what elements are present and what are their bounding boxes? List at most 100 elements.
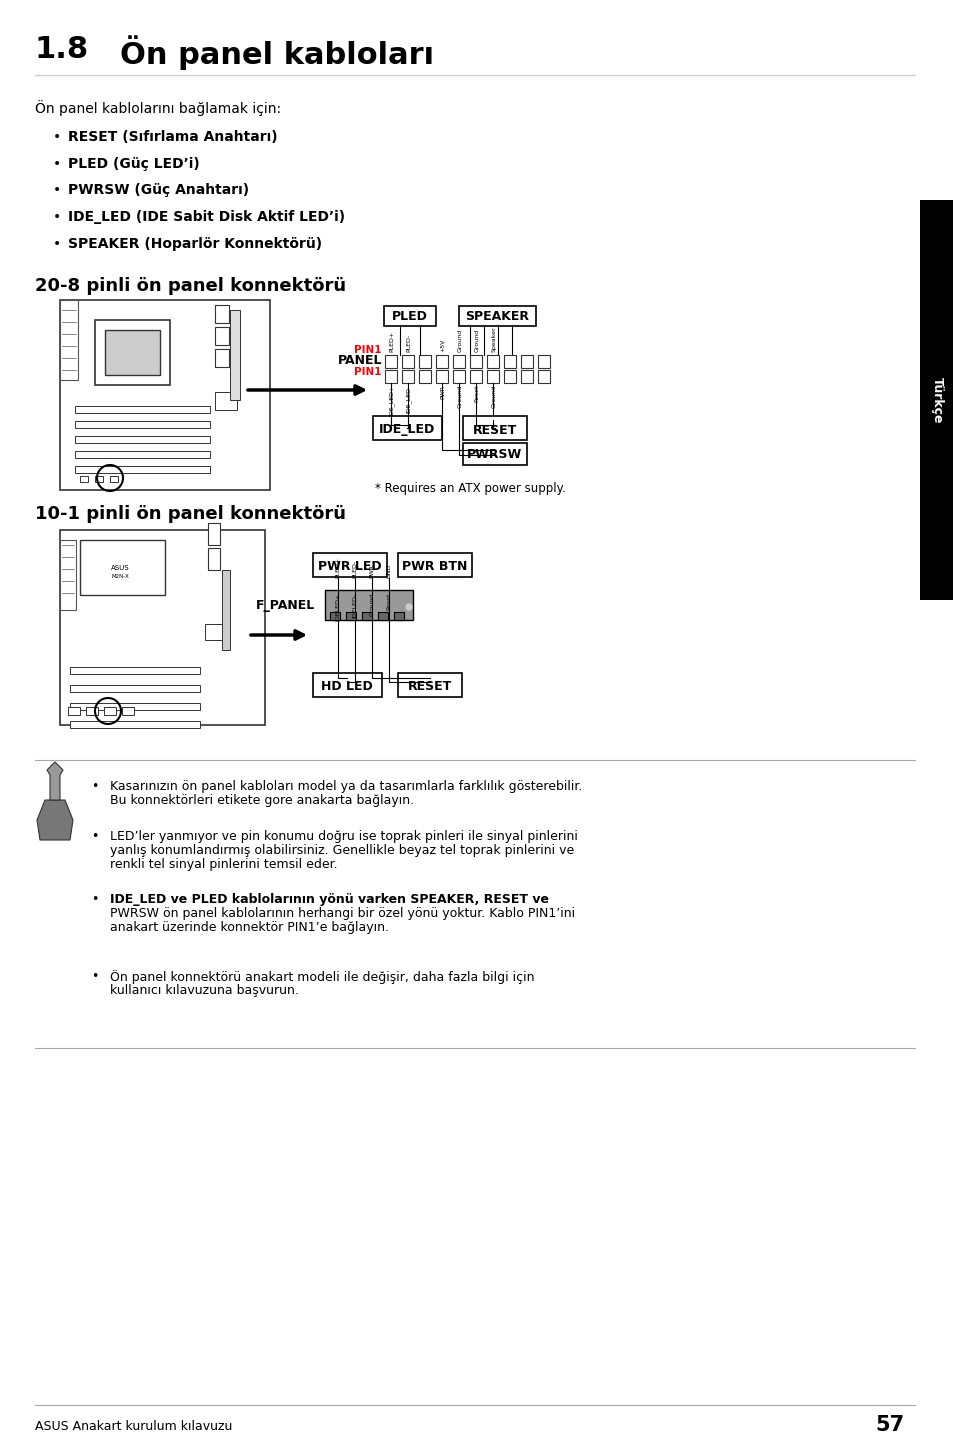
Bar (401, 355, 414, 368)
Text: RESET (Sıfırlama Anahtarı): RESET (Sıfırlama Anahtarı) (68, 129, 277, 144)
Text: Bu konnektörleri etikete gore anakarta bağlayın.: Bu konnektörleri etikete gore anakarta b… (110, 794, 414, 807)
Text: PWR LED: PWR LED (318, 559, 381, 572)
Text: Kasarınızın ön panel kabloları model ya da tasarımlarla farklılık gösterebilir.: Kasarınızın ön panel kabloları model ya … (110, 779, 581, 792)
FancyBboxPatch shape (313, 673, 381, 697)
Text: 1.8: 1.8 (35, 35, 89, 65)
Text: PLED-: PLED- (406, 334, 411, 352)
Text: •: • (91, 893, 98, 906)
Bar (80, 476, 88, 482)
Text: Ground: Ground (457, 329, 462, 352)
Text: RESET: RESET (473, 424, 517, 437)
Bar (75, 452, 210, 457)
Text: IDELED+: IDELED+ (335, 592, 340, 621)
Bar (418, 370, 431, 383)
Bar (75, 436, 210, 443)
Text: IDELED-: IDELED- (352, 592, 357, 618)
FancyBboxPatch shape (397, 554, 472, 577)
Text: Ön panel konnektörü anakart modeli ile değişir, daha fazla bilgi için: Ön panel konnektörü anakart modeli ile d… (110, 971, 534, 984)
Text: •: • (91, 779, 98, 792)
Text: IDE_LED-: IDE_LED- (406, 385, 412, 413)
Text: PWR: PWR (369, 564, 375, 578)
Text: 57: 57 (875, 1415, 904, 1435)
Bar (537, 370, 550, 383)
Text: PLED+: PLED+ (335, 557, 340, 578)
Bar (503, 355, 516, 368)
Bar (503, 370, 516, 383)
Bar (361, 613, 372, 620)
Bar (105, 329, 160, 375)
Bar (60, 531, 265, 725)
Bar (104, 707, 116, 715)
Text: •: • (52, 210, 61, 224)
FancyBboxPatch shape (384, 306, 436, 326)
Text: ASUS Anakart kurulum kılavuzu: ASUS Anakart kurulum kılavuzu (35, 1419, 233, 1434)
Text: SPEAKER: SPEAKER (464, 311, 529, 324)
Text: •: • (52, 183, 61, 197)
Text: M2N-X: M2N-X (111, 575, 129, 580)
Text: Ground: Ground (457, 385, 462, 408)
Text: Speaker: Speaker (491, 326, 496, 352)
Text: •: • (91, 830, 98, 843)
Text: yanlış konumlandırmış olabilirsiniz. Genellikle beyaz tel toprak pinlerini ve: yanlış konumlandırmış olabilirsiniz. Gen… (110, 844, 574, 857)
Text: 20-8 pinli ön panel konnektörü: 20-8 pinli ön panel konnektörü (35, 278, 346, 295)
Text: LED’ler yanmıyor ve pin konumu doğru ise toprak pinleri ile sinyal pinlerini: LED’ler yanmıyor ve pin konumu doğru ise… (110, 830, 578, 843)
Bar (453, 370, 464, 383)
Text: Ön panel kabloları: Ön panel kabloları (120, 35, 434, 70)
FancyBboxPatch shape (373, 416, 441, 440)
Text: PANEL: PANEL (337, 354, 381, 367)
Bar (70, 667, 200, 674)
Text: +5V: +5V (440, 338, 445, 352)
Bar (377, 613, 388, 620)
Bar (95, 321, 170, 385)
Bar (60, 301, 78, 380)
Text: Reset: Reset (474, 385, 479, 403)
Text: PWR: PWR (440, 385, 445, 398)
Bar (70, 684, 200, 692)
Bar (486, 355, 498, 368)
Text: Ön panel kablolarını bağlamak için:: Ön panel kablolarını bağlamak için: (35, 101, 281, 116)
Text: F_PANEL: F_PANEL (255, 598, 314, 611)
Bar (230, 311, 240, 400)
Text: PWR BTN: PWR BTN (402, 559, 467, 572)
Bar (385, 355, 396, 368)
Text: ASUS: ASUS (111, 565, 130, 571)
Bar (110, 476, 118, 482)
Bar (346, 613, 355, 620)
Bar (470, 370, 481, 383)
Bar (205, 624, 223, 640)
Text: •: • (91, 971, 98, 984)
FancyBboxPatch shape (313, 554, 387, 577)
Polygon shape (37, 800, 73, 840)
Text: Ground: Ground (474, 329, 479, 352)
Text: RESET: RESET (408, 680, 452, 693)
Bar (486, 370, 498, 383)
Text: •: • (52, 237, 61, 252)
Bar (70, 703, 200, 710)
Bar (214, 393, 236, 410)
Text: PLED-: PLED- (352, 559, 357, 578)
Text: PWRSW (Güç Anahtarı): PWRSW (Güç Anahtarı) (68, 183, 249, 197)
Text: kullanıcı kılavuzuna başvurun.: kullanıcı kılavuzuna başvurun. (110, 984, 298, 997)
Bar (520, 355, 533, 368)
Bar (214, 349, 229, 367)
Bar (60, 541, 76, 610)
Bar (122, 707, 133, 715)
FancyBboxPatch shape (462, 443, 526, 464)
Text: Ground: Ground (369, 592, 375, 617)
Bar (214, 305, 229, 324)
Text: IDE_LED (IDE Sabit Disk Aktif LED’i): IDE_LED (IDE Sabit Disk Aktif LED’i) (68, 210, 345, 224)
Text: IDE_LED: IDE_LED (378, 424, 435, 437)
Bar (80, 541, 165, 595)
Bar (208, 548, 220, 569)
Text: PWRSW ön panel kablolarının herhangi bir özel yönü yoktur. Kablo PIN1’ini: PWRSW ön panel kablolarının herhangi bir… (110, 907, 575, 920)
Bar (75, 406, 210, 413)
Circle shape (406, 604, 412, 610)
FancyBboxPatch shape (462, 416, 526, 440)
Bar (214, 326, 229, 345)
Text: anakart üzerinde konnektör PIN1’e bağlayın.: anakart üzerinde konnektör PIN1’e bağlay… (110, 920, 389, 935)
Text: IDE_LED+: IDE_LED+ (389, 385, 395, 416)
Text: IDE_LED ve PLED kablolarının yönü varken SPEAKER, RESET ve: IDE_LED ve PLED kablolarının yönü varken… (110, 893, 548, 906)
Bar (453, 355, 464, 368)
Text: HD LED: HD LED (321, 680, 373, 693)
Text: •: • (52, 129, 61, 144)
